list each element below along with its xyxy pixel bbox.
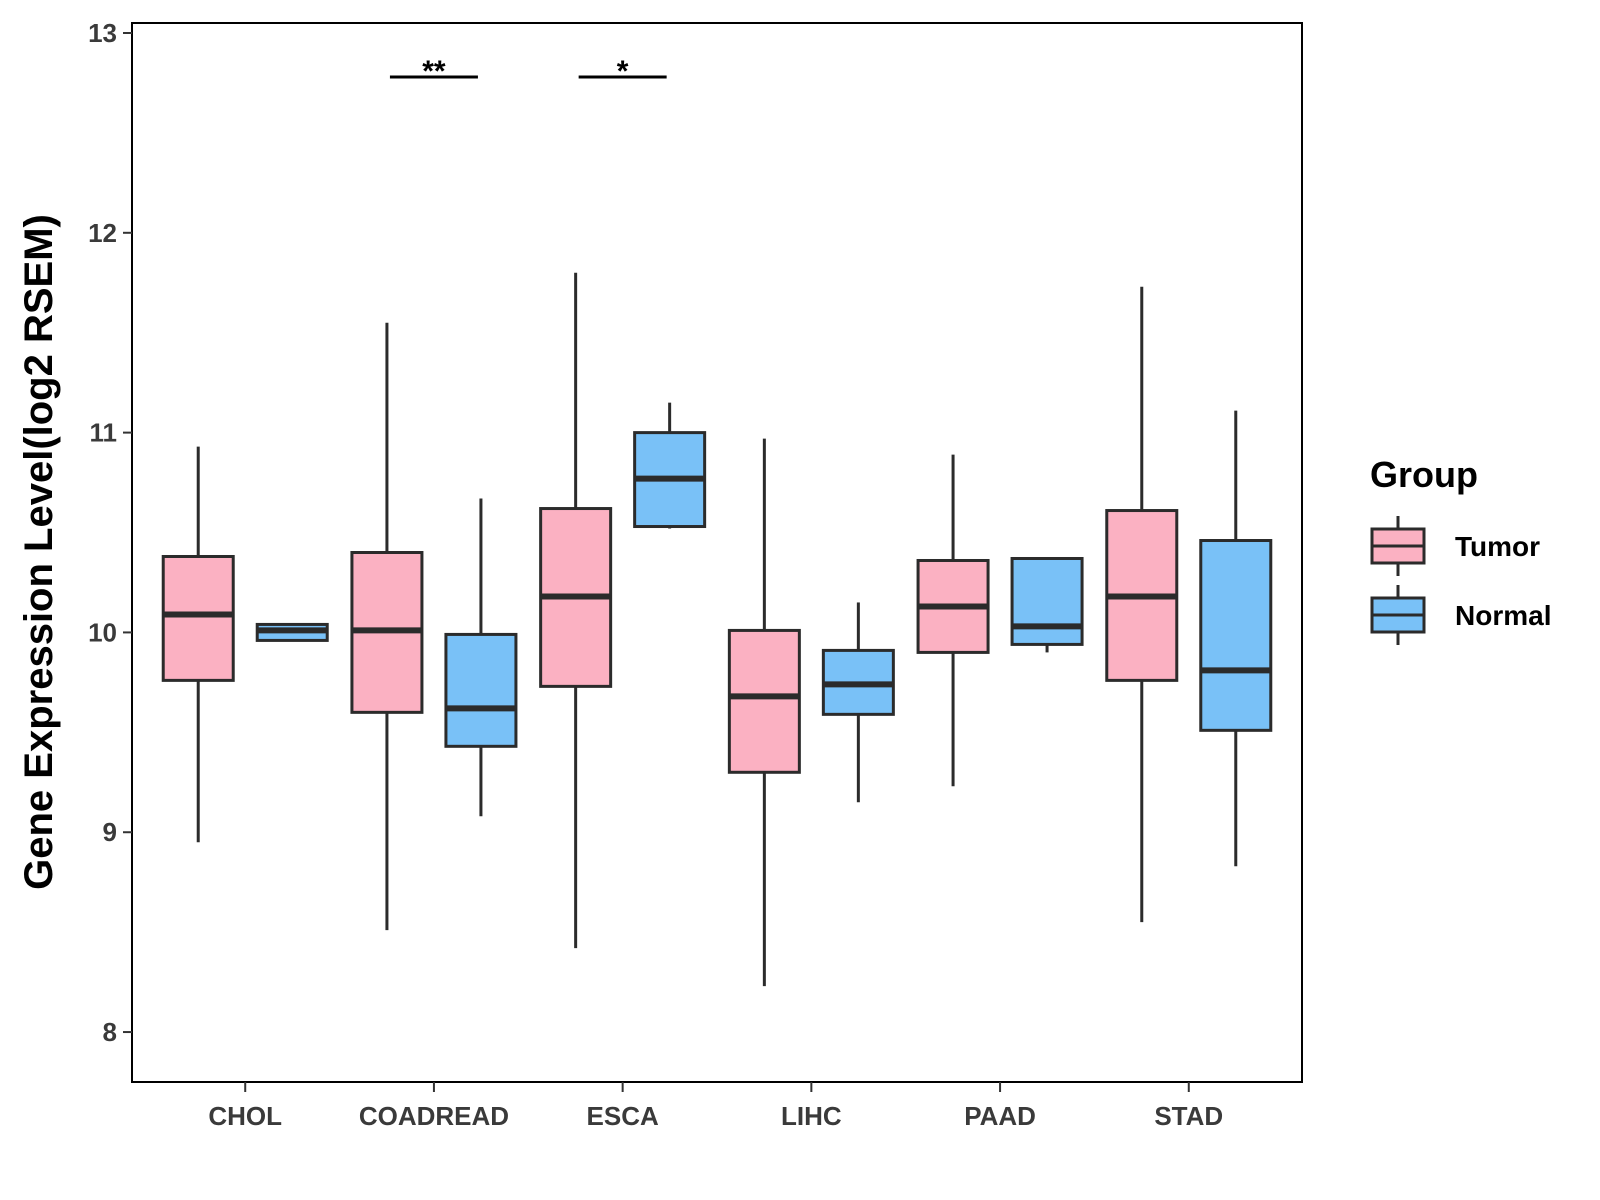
y-tick-label: 9 [103, 817, 117, 847]
legend: Group Tumor Normal [1370, 454, 1551, 645]
box-normal-coadread [444, 498, 518, 817]
boxplots [161, 272, 1273, 987]
y-tick-label: 11 [90, 418, 118, 448]
y-axis-title: Gene Expression Level(log2 RSEM) [17, 214, 61, 890]
legend-item-normal: Normal [1370, 585, 1551, 645]
x-tick-label: STAD [1154, 1101, 1223, 1131]
box-tumor-paad [916, 454, 990, 787]
significance-label: * [617, 55, 629, 88]
box-normal-paad [1010, 556, 1084, 653]
legend-item-tumor: Tumor [1370, 516, 1540, 576]
box-tumor-stad [1105, 286, 1179, 923]
significance-label: ** [422, 55, 446, 88]
y-tick-label: 12 [88, 218, 117, 248]
box-normal-lihc [821, 602, 895, 803]
significance-annotations: ** * [389, 55, 667, 88]
x-tick-label: ESCA [587, 1101, 659, 1131]
x-axis: CHOL COADREAD ESCA LIHC PAAD STAD [208, 1082, 1223, 1131]
box-tumor-coadread [350, 322, 424, 931]
y-tick-label: 8 [103, 1017, 117, 1047]
x-tick-label: COADREAD [359, 1101, 509, 1131]
legend-title: Group [1370, 454, 1478, 495]
box-body [161, 554, 235, 682]
y-axis: 8 9 10 11 12 13 [88, 18, 132, 1047]
x-tick-label: LIHC [781, 1101, 842, 1131]
box-normal-chol [255, 622, 329, 642]
box-tumor-lihc [727, 438, 801, 987]
y-tick-label: 13 [88, 18, 117, 48]
box-body [444, 632, 518, 748]
box-normal-stad [1199, 410, 1273, 867]
box-tumor-chol [161, 446, 235, 843]
box-body [1010, 556, 1084, 646]
x-tick-label: CHOL [208, 1101, 282, 1131]
legend-label: Normal [1455, 600, 1551, 631]
box-body [727, 628, 801, 774]
legend-label: Tumor [1455, 531, 1540, 562]
box-tumor-esca [539, 272, 613, 949]
x-tick-label: PAAD [964, 1101, 1036, 1131]
box-normal-esca [633, 402, 707, 529]
y-tick-label: 10 [88, 617, 117, 647]
box-body [1199, 539, 1273, 732]
